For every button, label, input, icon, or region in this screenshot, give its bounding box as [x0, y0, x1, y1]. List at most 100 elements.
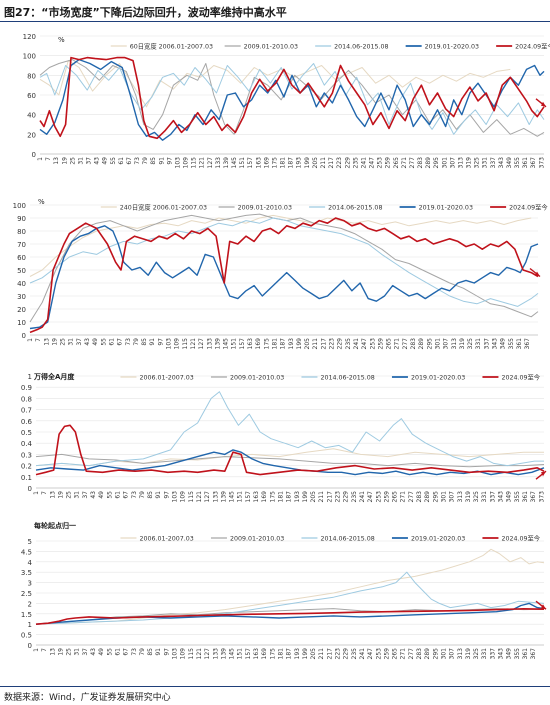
y-tick-label: 0.1 [21, 474, 32, 482]
x-tick-label: 115 [191, 157, 198, 169]
x-tick-label: 193 [294, 491, 301, 503]
x-tick-label: 163 [253, 648, 260, 660]
x-tick-label: 109 [174, 338, 181, 350]
series-line-2024 [29, 217, 539, 334]
x-tick-label: 373 [538, 157, 545, 169]
x-tick-label: 349 [506, 491, 513, 503]
x-tick-label: 319 [459, 338, 466, 350]
legend-label-2006: 2006.01-2007.03 [139, 375, 193, 382]
y-tick-label: 0 [22, 332, 26, 340]
x-tick-label: 181 [271, 338, 278, 350]
x-tick-label: 373 [538, 491, 545, 503]
x-tick-label: 361 [522, 491, 529, 503]
x-tick-label: 271 [400, 491, 407, 503]
series-line-2024 [35, 424, 545, 476]
series-line-2014 [39, 63, 545, 135]
x-tick-label: 331 [482, 157, 489, 169]
legend-label-2009: 2009.01-2010.03 [238, 205, 292, 212]
x-tick-label: 355 [514, 648, 521, 660]
x-tick-label: 193 [294, 648, 301, 660]
x-tick-label: 55 [110, 157, 117, 165]
x-tick-label: 295 [426, 338, 433, 350]
x-tick-label: 361 [522, 157, 529, 169]
x-tick-label: 37 [82, 648, 89, 656]
series-line-2009 [39, 59, 545, 137]
x-tick-label: 331 [481, 648, 488, 660]
y-unit-label: 每轮起点归一 [34, 521, 76, 530]
x-tick-label: 13 [53, 157, 60, 165]
x-tick-label: 49 [98, 648, 105, 656]
x-tick-label: 247 [367, 491, 374, 503]
x-tick-label: 229 [343, 491, 350, 503]
x-tick-label: 259 [385, 157, 392, 169]
x-tick-label: 337 [489, 648, 496, 660]
x-tick-label: 139 [223, 157, 230, 169]
x-tick-label: 121 [199, 157, 206, 169]
x-tick-label: 73 [134, 157, 141, 165]
x-tick-label: 97 [163, 491, 170, 499]
x-tick-label: 79 [142, 157, 149, 165]
x-tick-label: 1 [37, 157, 44, 161]
x-tick-label: 193 [296, 157, 303, 169]
x-tick-label: 247 [367, 648, 374, 660]
x-tick-label: 295 [433, 157, 440, 169]
x-tick-label: 277 [408, 648, 415, 660]
x-tick-label: 199 [302, 648, 309, 660]
x-tick-label: 367 [530, 157, 537, 169]
x-tick-label: 223 [335, 648, 342, 660]
x-tick-label: 319 [466, 157, 473, 169]
x-tick-label: 169 [261, 491, 268, 503]
series-line-2024 [39, 56, 545, 140]
x-tick-label: 265 [393, 157, 400, 169]
x-tick-label: 169 [263, 157, 270, 169]
y-unit-label: % [38, 198, 45, 206]
x-tick-label: 85 [147, 648, 154, 656]
x-tick-label: 187 [286, 491, 293, 503]
x-tick-label: 307 [449, 491, 456, 503]
x-tick-label: 283 [417, 157, 424, 169]
x-tick-label: 277 [409, 157, 416, 169]
legend-label-2006: 2006.01-2007.03 [139, 536, 193, 543]
y-tick-label: 120 [23, 33, 36, 41]
x-tick-label: 343 [498, 491, 505, 503]
x-tick-label: 61 [114, 648, 121, 656]
series-line-2006 [39, 60, 511, 108]
series-line-2019 [29, 225, 539, 330]
x-tick-label: 349 [506, 157, 513, 169]
x-tick-label: 235 [351, 491, 358, 503]
x-tick-label: 103 [172, 491, 179, 503]
x-tick-label: 229 [343, 648, 350, 660]
x-tick-label: 223 [335, 491, 342, 503]
legend-label-2019: 2019.01-2020.03 [411, 536, 465, 543]
legend-label-2006: 240日宽度 2006.01-2007.03 [120, 203, 207, 212]
x-tick-label: 187 [286, 648, 293, 660]
x-tick-label: 319 [465, 491, 472, 503]
x-tick-label: 79 [139, 648, 146, 656]
x-tick-label: 103 [174, 157, 181, 169]
y-tick-label: 0.2 [21, 463, 32, 471]
y-tick-label: 0 [28, 485, 32, 493]
legend-label-2019: 2019.01-2020.03 [425, 44, 479, 51]
legend-label-2014: 2014.06-2015.08 [328, 205, 382, 212]
x-tick-label: 103 [172, 648, 179, 660]
x-tick-label: 223 [329, 338, 336, 350]
x-tick-label: 247 [361, 338, 368, 350]
trend-arrow-head [541, 471, 546, 477]
y-tick-label: 2 [28, 600, 32, 608]
legend-label-2019: 2019.01-2020.03 [411, 375, 465, 382]
x-tick-label: 277 [402, 338, 409, 350]
x-tick-label: 175 [269, 491, 276, 503]
x-tick-label: 175 [263, 338, 270, 350]
x-tick-label: 19 [57, 648, 64, 656]
x-tick-label: 85 [141, 338, 148, 346]
y-tick-label: 1 [28, 621, 32, 629]
x-tick-label: 325 [467, 338, 474, 350]
x-tick-label: 97 [166, 157, 173, 165]
x-tick-label: 91 [158, 157, 165, 165]
series-line-2019 [35, 449, 545, 476]
y-tick-label: 30 [17, 293, 26, 301]
x-tick-label: 73 [131, 648, 138, 656]
x-tick-label: 295 [432, 648, 439, 660]
x-tick-label: 211 [318, 648, 325, 660]
